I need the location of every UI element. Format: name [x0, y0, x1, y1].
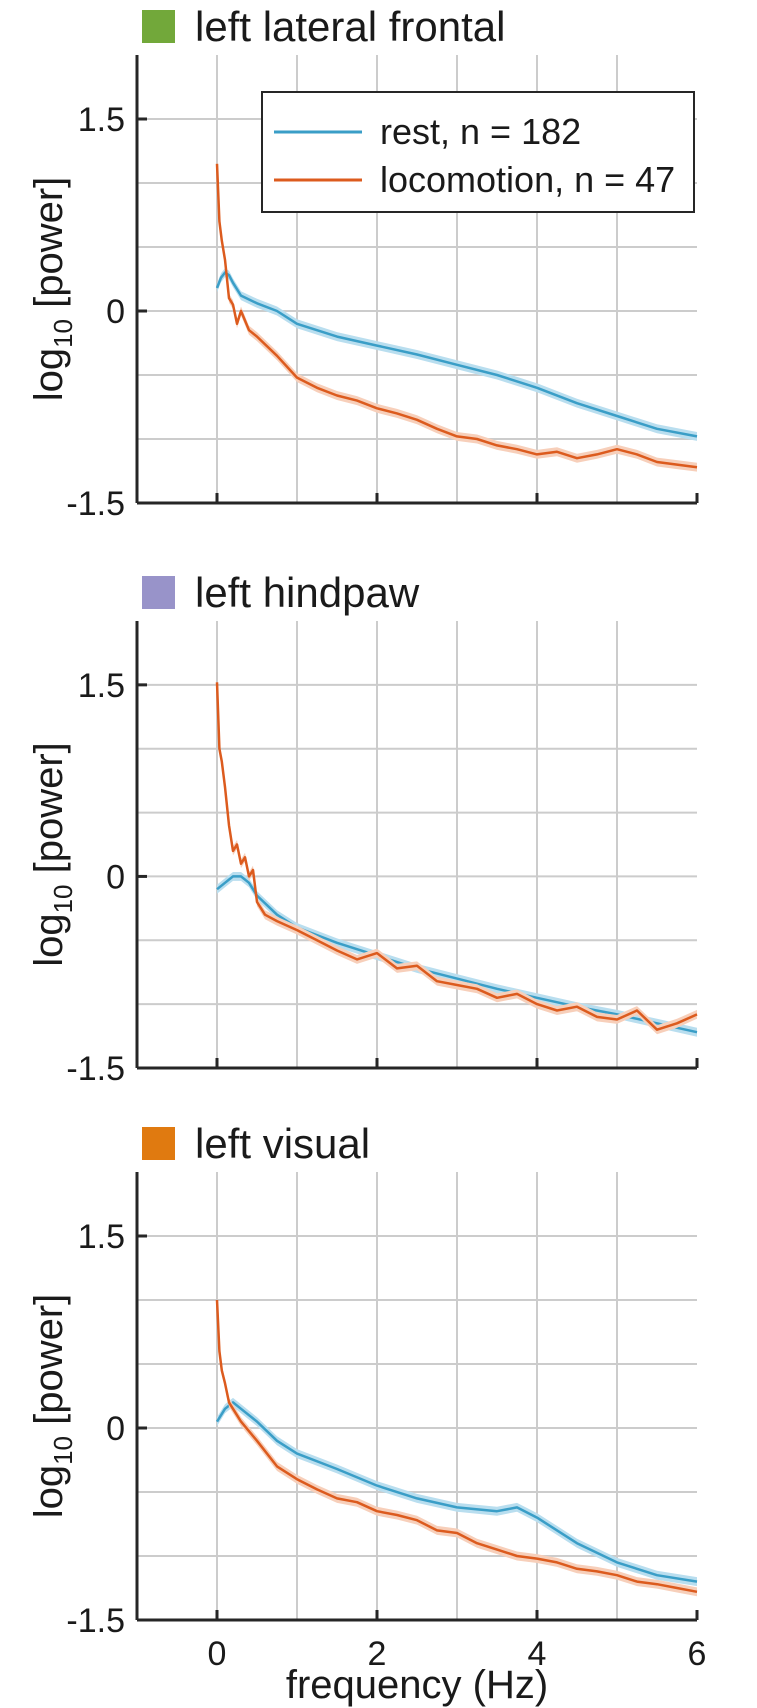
grid [137, 621, 697, 1068]
y-tick-label: -1.5 [66, 1050, 125, 1088]
y-tick-label: 1.5 [78, 101, 125, 139]
series-line-rest [215, 1401, 698, 1583]
title-marker-swatch [142, 576, 175, 609]
x-tick-label: 6 [688, 1635, 707, 1673]
panel-title: left visual [195, 1120, 370, 1167]
legend-box [261, 91, 695, 213]
title-marker-swatch [142, 1127, 175, 1160]
series-band-locomotion [217, 159, 697, 472]
legend-label-locomotion: locomotion, n = 47 [380, 159, 675, 200]
y-tick-label: -1.5 [66, 485, 125, 523]
x-tick-label: 0 [208, 1635, 227, 1673]
y-tick-label: 0 [106, 293, 125, 331]
y-tick-label: 0 [106, 1410, 125, 1448]
series-band-rest [217, 268, 697, 441]
x-tick-label: 2 [368, 1635, 387, 1673]
y-tick-label: 1.5 [78, 667, 125, 705]
panel-left-visual: left visual log10 [power] frequency (Hz)… [27, 1120, 706, 1707]
series-line-rest [215, 271, 698, 438]
series-line-locomotion [215, 682, 698, 1031]
y-tick-label: -1.5 [66, 1602, 125, 1640]
y-axis-label: log10 [power] [27, 177, 78, 402]
series-line-locomotion [215, 163, 698, 469]
series-band-locomotion [217, 1295, 697, 1597]
series-band-rest [217, 1397, 697, 1587]
y-axis-label: log10 [power] [27, 742, 78, 967]
x-tick-label: 4 [528, 1635, 547, 1673]
legend: rest, n = 182 locomotion, n = 47 [261, 91, 695, 213]
title-marker-swatch [142, 10, 175, 43]
x-axis-label: frequency (Hz) [286, 1663, 548, 1707]
panel-title: left lateral frontal [195, 3, 506, 50]
panel-title: left hindpaw [195, 569, 420, 616]
y-axis-label: log10 [power] [27, 1294, 78, 1519]
y-tick-label: 0 [106, 858, 125, 896]
series-line-locomotion [215, 1299, 698, 1594]
legend-label-rest: rest, n = 182 [380, 111, 581, 152]
grid [137, 1172, 697, 1620]
y-tick-label: 1.5 [78, 1218, 125, 1256]
panel-left-hindpaw: left hindpaw log10 [power] -1.5 0 1.5 [27, 569, 699, 1088]
panel-left-lateral-frontal: left lateral frontal log10 [power] -1.5 0… [27, 3, 699, 523]
